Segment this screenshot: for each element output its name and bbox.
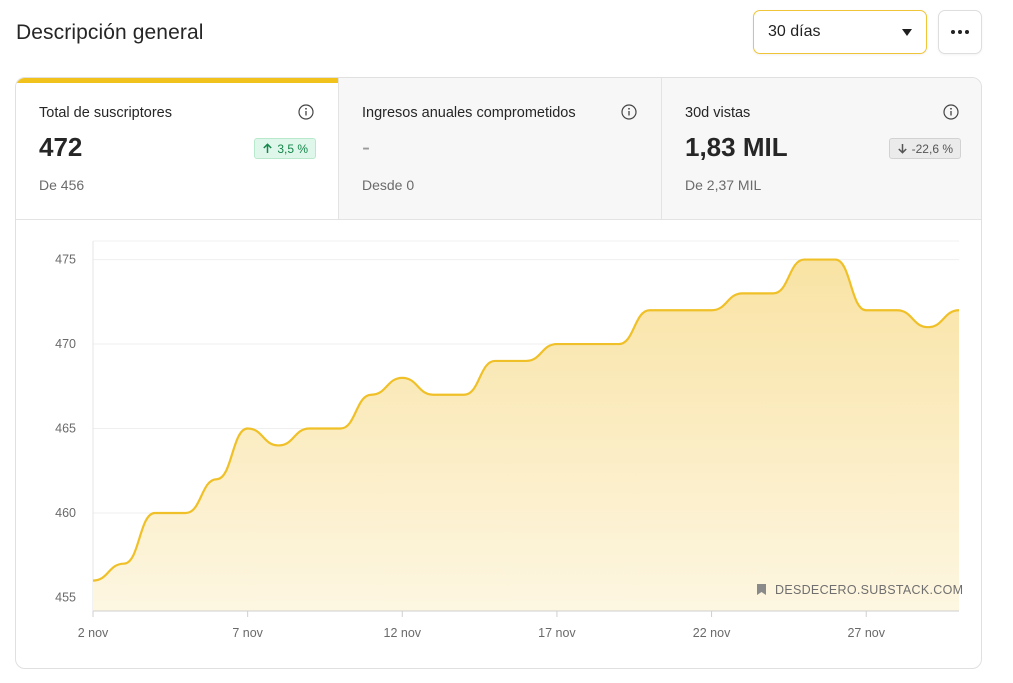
date-range-value: 30 días xyxy=(768,23,821,40)
x-tick-label: 27 nov xyxy=(847,626,885,640)
series-area xyxy=(93,259,959,611)
stat-label: Ingresos anuales comprometidos xyxy=(362,105,576,121)
info-icon[interactable] xyxy=(298,104,314,120)
stat-arr[interactable]: Ingresos anuales comprometidos - Desde 0 xyxy=(338,78,661,219)
ellipsis-icon xyxy=(951,30,969,34)
arrow-up-icon xyxy=(263,143,273,153)
watermark-text: DESDECERO.SUBSTACK.COM xyxy=(775,583,963,597)
series-line xyxy=(92,258,960,582)
change-badge-text: -22,6 % xyxy=(911,141,953,156)
overview-card: Total de suscriptores 472 3,5 % De 456 I… xyxy=(15,77,982,669)
bookmark-icon xyxy=(757,584,766,595)
x-tick-label: 17 nov xyxy=(538,626,576,640)
y-tick-label: 475 xyxy=(55,253,76,267)
info-icon[interactable] xyxy=(621,104,637,120)
y-tick-label: 455 xyxy=(55,590,76,604)
y-tick-label: 465 xyxy=(55,422,76,436)
stats-row: Total de suscriptores 472 3,5 % De 456 I… xyxy=(16,78,981,220)
stat-previous: Desde 0 xyxy=(362,177,415,193)
change-badge-down: -22,6 % xyxy=(888,138,961,159)
y-tick-label: 460 xyxy=(55,506,76,520)
info-icon[interactable] xyxy=(943,104,959,120)
stat-views[interactable]: 30d vistas 1,83 MIL -22,6 % De 2,37 MIL xyxy=(661,78,981,219)
subscribers-chart: 455 460 465 470 475 2 nov 7 nov 12 nov 17 nov 22 … xyxy=(16,219,981,668)
stat-label: 30d vistas xyxy=(685,105,751,121)
date-range-select[interactable]: 30 días xyxy=(753,10,927,54)
stat-value: - xyxy=(362,134,370,161)
stat-subscribers[interactable]: Total de suscriptores 472 3,5 % De 456 xyxy=(16,78,338,219)
stat-value: 472 xyxy=(39,132,83,162)
stat-previous: De 456 xyxy=(39,177,85,193)
stat-value: 1,83 MIL xyxy=(685,132,788,162)
page-title: Descripción general xyxy=(16,21,204,44)
change-badge-text: 3,5 % xyxy=(277,141,308,156)
x-tick-label: 22 nov xyxy=(693,626,731,640)
x-tick-label: 7 nov xyxy=(232,626,263,640)
arrow-down-icon xyxy=(897,144,907,154)
stat-label: Total de suscriptores xyxy=(39,105,172,121)
x-tick-label: 12 nov xyxy=(384,626,422,640)
change-badge-up: 3,5 % xyxy=(254,138,316,159)
y-tick-label: 470 xyxy=(55,337,76,351)
x-tick-label: 2 nov xyxy=(78,626,109,640)
caret-down-icon xyxy=(902,28,912,36)
more-options-button[interactable] xyxy=(938,10,982,54)
chart-svg: 455 460 465 470 475 2 nov 7 nov 12 nov 17 nov 22 … xyxy=(55,240,963,640)
stat-previous: De 2,37 MIL xyxy=(685,177,762,193)
